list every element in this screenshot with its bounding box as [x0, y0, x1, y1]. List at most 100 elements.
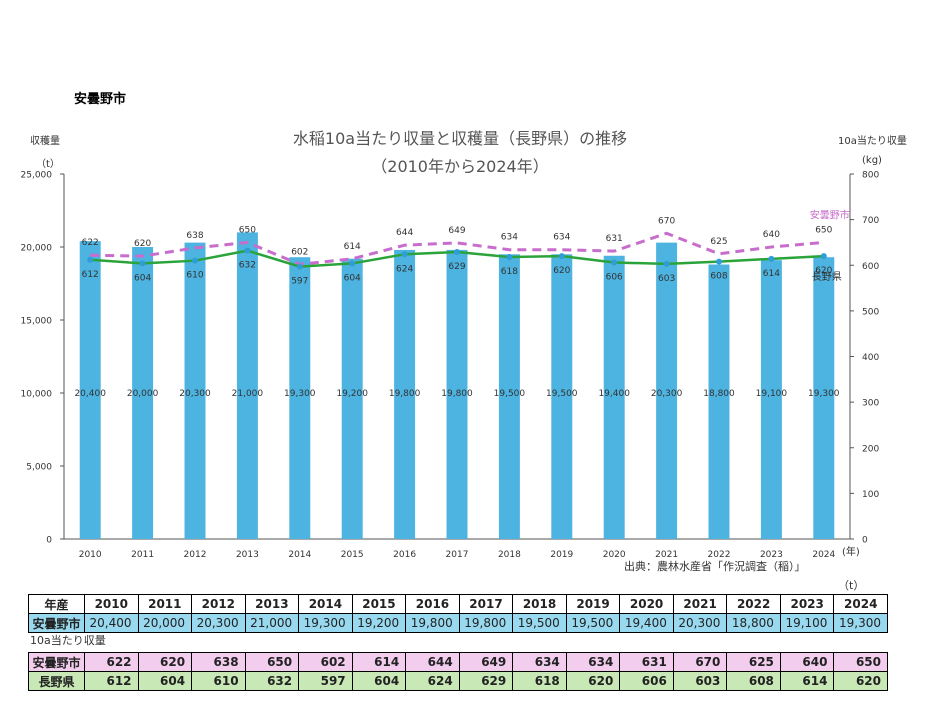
x-tick-label: 2022 — [708, 550, 731, 560]
production-table: 年産 2010 2011 2012 2013 2014 2015 2016 2017 2018 2… — [28, 594, 888, 633]
pref-yield-cell: 603 — [672, 671, 728, 691]
pref-yield-cell: 614 — [779, 671, 835, 691]
left-tick-label: 10,000 — [21, 390, 53, 400]
production-cell: 20,400 — [84, 613, 139, 633]
city-yield-cell: 650 — [244, 652, 300, 672]
city-yield-label: 625 — [710, 237, 727, 247]
year-cell: 2012 — [191, 594, 246, 614]
pref-yield-label: 608 — [710, 272, 727, 282]
year-cell: 2019 — [565, 594, 621, 614]
pref-yield-cell: 606 — [619, 671, 674, 691]
production-cell: 20,300 — [672, 613, 728, 633]
city-yield-cell: 638 — [191, 652, 246, 672]
city-yield-cell: 622 — [84, 652, 139, 672]
bar — [656, 242, 678, 539]
city-yield-cell: 634 — [512, 652, 567, 672]
city-yield-label: 650 — [239, 225, 256, 235]
pref-yield-cell: 604 — [137, 671, 193, 691]
production-label: 安曇野市 — [28, 613, 85, 633]
source-note: 出典：農林水産省「作況調査（稲）」 — [624, 560, 806, 573]
year-cell: 2018 — [512, 594, 567, 614]
city-yield-cell: 631 — [619, 652, 674, 672]
pref-yield-cell: 629 — [458, 671, 514, 691]
year-cell: 2017 — [458, 594, 514, 614]
city-yield-cell: 634 — [565, 652, 621, 672]
x-tick-label: 2019 — [550, 550, 573, 560]
city-yield-label: 640 — [763, 230, 780, 240]
city-yield-cell: 644 — [405, 652, 460, 672]
production-cell: 19,300 — [833, 613, 888, 633]
pref-yield-marker — [558, 253, 565, 260]
year-cell: 2024 — [833, 594, 888, 614]
bar — [708, 264, 730, 539]
city-heading: 安曇野市 — [74, 92, 127, 107]
right-tick-label: 500 — [862, 307, 879, 317]
bar — [184, 242, 206, 539]
left-tick-label: 0 — [46, 536, 52, 546]
production-cell: 18,800 — [726, 613, 781, 633]
pref-yield-cell: 620 — [565, 671, 621, 691]
x-tick-label: 2021 — [655, 550, 678, 560]
pref-yield-cell: 608 — [726, 671, 781, 691]
bar — [446, 249, 468, 540]
bar-value-label: 19,400 — [598, 389, 630, 399]
production-cell: 21,000 — [244, 613, 300, 633]
city-yield-label: 634 — [501, 233, 518, 243]
pref-yield-label: 620 — [815, 266, 832, 276]
x-tick-label: 2010 — [79, 550, 102, 560]
year-cell: 2023 — [779, 594, 835, 614]
left-tick-label: 20,000 — [21, 244, 53, 254]
production-cell: 19,300 — [298, 613, 353, 633]
pref-yield-marker — [820, 253, 827, 260]
pref-yield-cell: 610 — [191, 671, 246, 691]
pref-yield-marker — [349, 260, 356, 267]
production-cell: 19,800 — [458, 613, 514, 633]
city-yield-cell: 670 — [672, 652, 728, 672]
pref-yield-marker — [716, 258, 722, 265]
bar-value-label: 19,100 — [756, 389, 788, 399]
city-yield-label: 634 — [553, 233, 570, 243]
pref-yield-marker — [296, 263, 303, 270]
city-yield-cell: 620 — [137, 652, 193, 672]
bar — [551, 254, 573, 540]
x-tick-label: 2017 — [446, 550, 469, 560]
pref-yield-label: 618 — [501, 267, 518, 277]
bar-series — [79, 232, 835, 540]
yield-caption: 10a当たり収量 — [30, 634, 106, 647]
bar — [813, 257, 835, 539]
x-tick-label: 2020 — [603, 550, 626, 560]
pref-yield-label: 606 — [606, 273, 623, 283]
pref-yield-label: 597 — [291, 277, 308, 287]
right-tick-label: 400 — [862, 353, 879, 363]
pref-yield-cell: 612 — [84, 671, 139, 691]
bar-value-label: 20,000 — [127, 389, 159, 399]
bar-value-label: 20,300 — [179, 389, 211, 399]
bar — [132, 247, 154, 539]
bar-value-label: 19,500 — [494, 389, 526, 399]
production-row: 安曇野市 20,400 20,000 20,300 21,000 19,300 19,20… — [28, 613, 888, 633]
year-cell: 2020 — [619, 594, 674, 614]
chart-title: 水稲10a当たり収量と収穫量（長野県）の推移 — [292, 129, 628, 148]
x-tick-label: 2013 — [236, 550, 259, 560]
city-yield-line — [90, 231, 824, 266]
production-cell: 20,000 — [137, 613, 193, 633]
pref-yield-cell: 604 — [351, 671, 407, 691]
production-cell: 19,500 — [512, 613, 567, 633]
city-yield-label: 638 — [186, 231, 203, 241]
x-tick-label: 2024 — [812, 550, 835, 560]
pref-yield-cell: 620 — [833, 671, 888, 691]
city-yield-label: 644 — [396, 228, 413, 238]
pref-yield-label: 629 — [448, 262, 465, 272]
yield-table: 安曇野市 622 620 638 650 602 614 644 649 634 634 631 67… — [28, 652, 888, 691]
line-labels: 622 620 638 650 602 614 644 649 634 634 631 670 625 6… — [82, 208, 850, 286]
bar-value-label: 21,000 — [232, 389, 264, 399]
city-yield-label: 649 — [448, 226, 465, 236]
left-axis-title: 収穫量 — [30, 136, 60, 147]
left-tick-label: 5,000 — [26, 463, 52, 473]
year-cell: 2015 — [351, 594, 407, 614]
x-tick-label: 2018 — [498, 550, 521, 560]
bar — [760, 260, 782, 539]
pref-yield-marker — [139, 260, 146, 267]
pref-yield-marker — [87, 256, 94, 263]
right-tick-label: 100 — [862, 490, 879, 500]
